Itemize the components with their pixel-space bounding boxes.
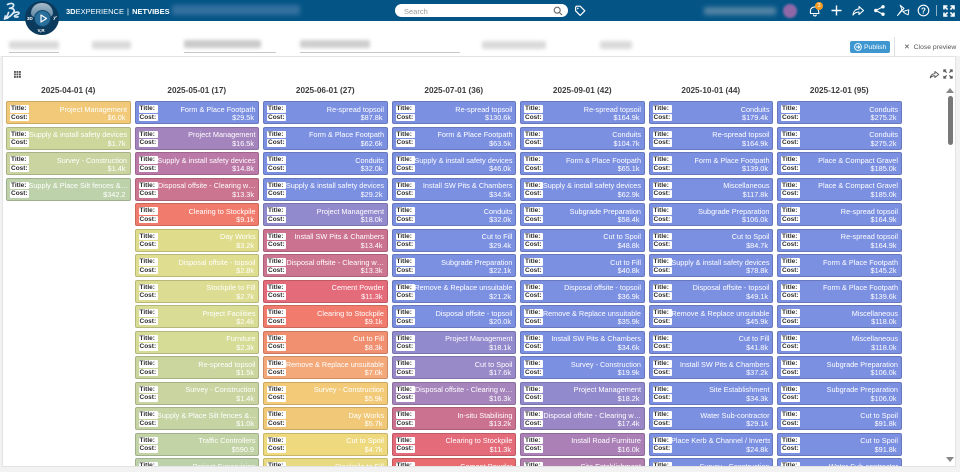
svg-text:?: ? xyxy=(921,6,926,15)
